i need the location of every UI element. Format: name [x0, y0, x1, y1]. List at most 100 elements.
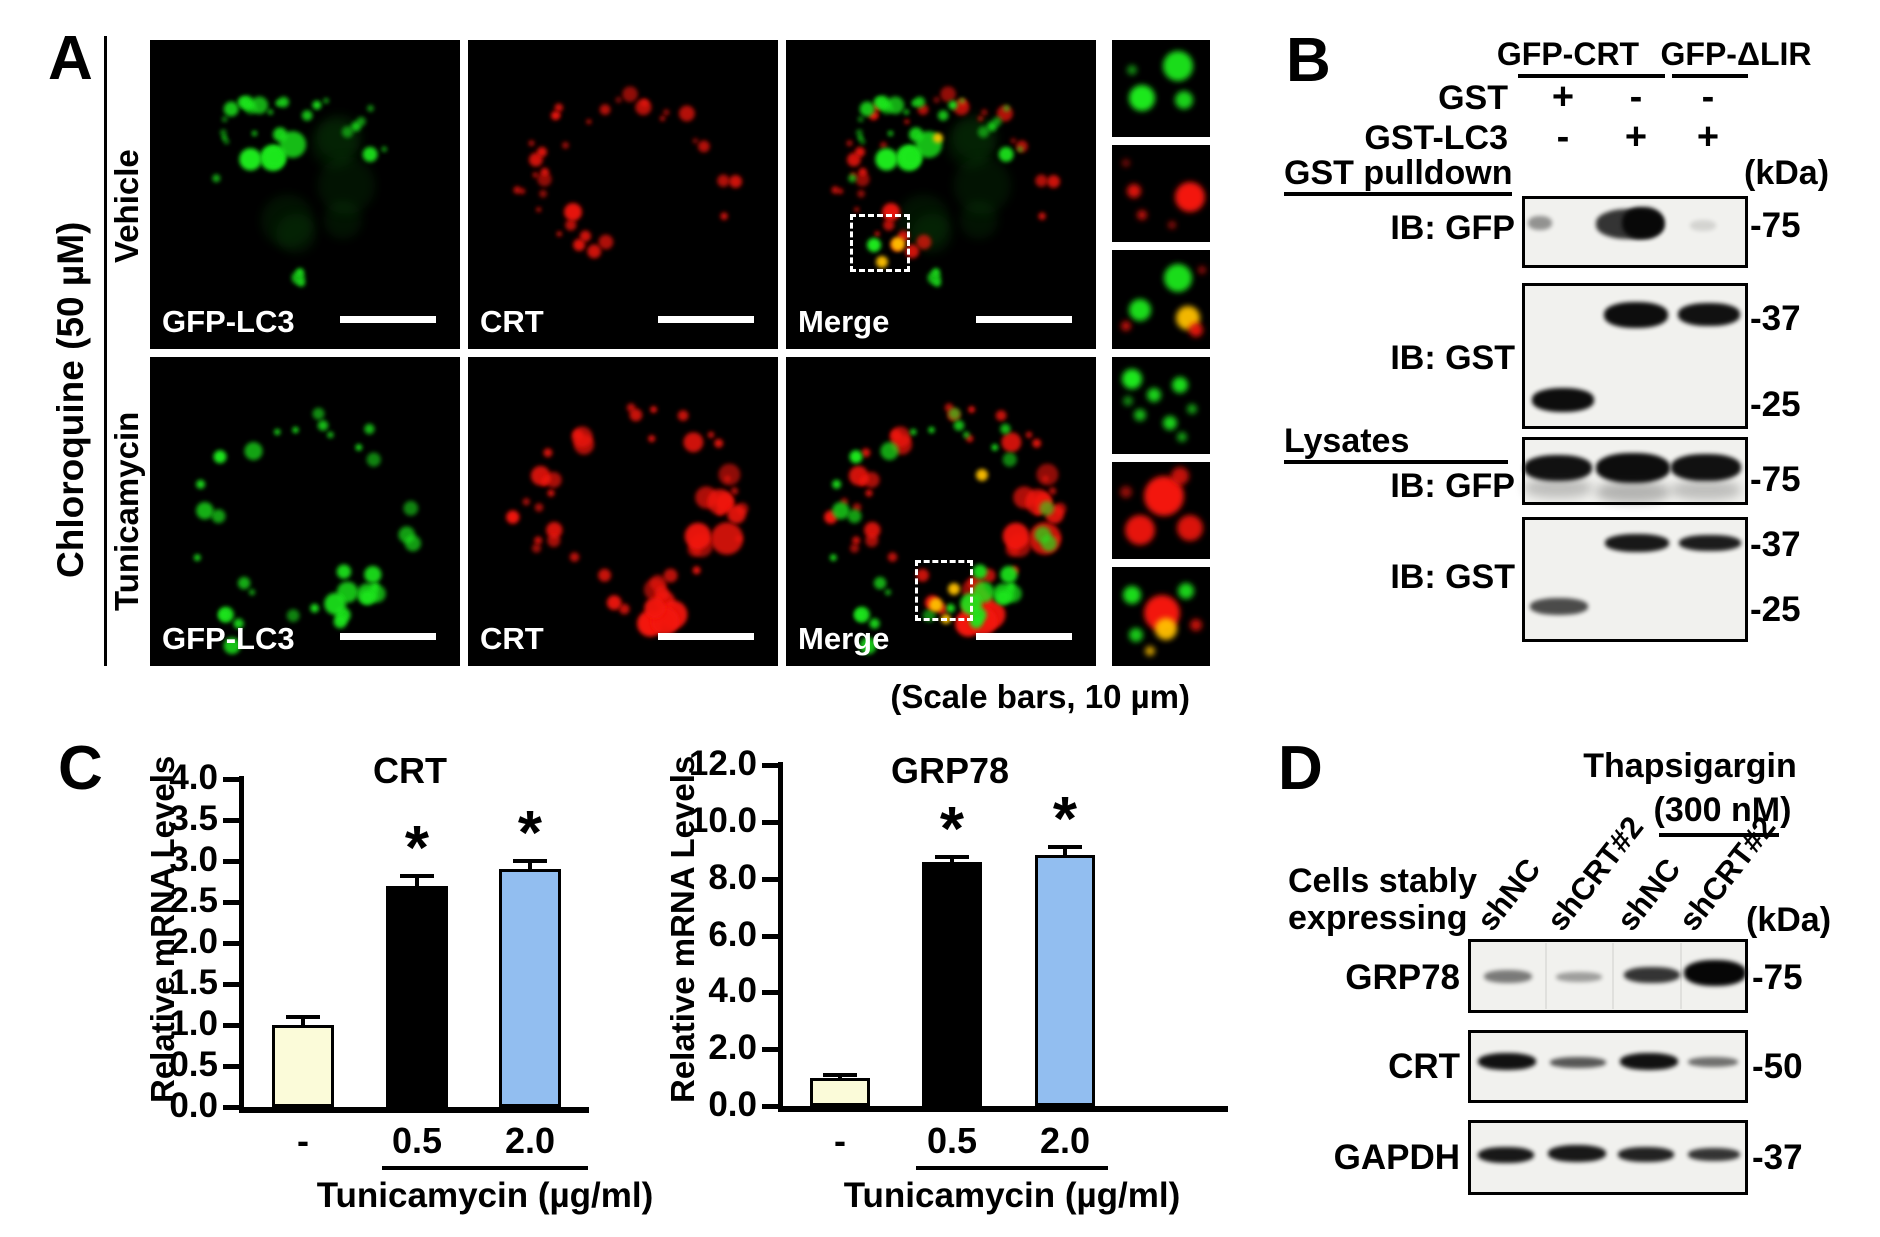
- group-header-gfp-dlir: GFP-ΔLIR: [1660, 36, 1812, 72]
- condition-label-gst-lc3: GST-LC3: [1364, 119, 1508, 157]
- y-tick-label: 1.5: [169, 963, 218, 1002]
- x-group-underline: [382, 1166, 588, 1170]
- error-bar-line: [838, 1075, 842, 1080]
- y-tick-mark: [223, 1064, 239, 1069]
- antibody-label: IB: GST: [1390, 339, 1515, 377]
- bar-2.0: [499, 869, 561, 1107]
- blot-band: [1618, 1147, 1674, 1162]
- condition-value: -: [1556, 116, 1570, 158]
- blot-band: [1556, 972, 1602, 982]
- condition-value: +: [1696, 116, 1720, 158]
- y-tick-label: 4.0: [708, 971, 757, 1010]
- y-axis-title: Relative mRNA Levels: [664, 755, 701, 1103]
- y-tick-mark: [223, 818, 239, 823]
- chart-title: CRT: [373, 750, 447, 791]
- y-tick-mark: [762, 1104, 778, 1109]
- group-underline-gfp-crt: [1518, 74, 1665, 78]
- blot-band: [1620, 1053, 1678, 1070]
- x-group-underline: [916, 1166, 1108, 1170]
- y-tick-label: 3.0: [169, 840, 218, 879]
- target-label-grp78: GRP78: [1345, 958, 1460, 997]
- blot-band: [1679, 535, 1741, 551]
- blot-band: [1532, 388, 1594, 412]
- blot-band: [1678, 303, 1740, 326]
- micrograph-image: [786, 357, 1096, 666]
- scale-bar: [658, 633, 754, 640]
- kda-marker: -25: [1750, 385, 1801, 424]
- error-bar-cap: [1048, 845, 1082, 849]
- kda-marker: -75: [1750, 460, 1801, 499]
- merge-zoom-region-box: [915, 560, 973, 621]
- y-tick-mark: [223, 941, 239, 946]
- blot-band: [1688, 1057, 1738, 1067]
- y-tick-label: 3.5: [169, 799, 218, 838]
- micrograph-image: [468, 40, 778, 349]
- bar-2.0: [1035, 855, 1095, 1106]
- micrograph-image: [1112, 40, 1210, 137]
- treatment-underline: [1659, 833, 1779, 837]
- y-tick-label: 0.5: [169, 1045, 218, 1084]
- cells-label-line2: expressing: [1288, 899, 1468, 937]
- treatment-label: Thapsigargin: [1583, 747, 1797, 785]
- micrograph-image: [1112, 250, 1210, 349]
- x-axis-line: [239, 1107, 589, 1113]
- target-label-gapdh: GAPDH: [1333, 1138, 1460, 1177]
- condition-label-gst: GST: [1438, 79, 1508, 117]
- blot-band: [1624, 967, 1680, 983]
- y-tick-mark: [223, 900, 239, 905]
- micrograph-image: [786, 40, 1096, 349]
- scale-bar: [976, 316, 1072, 323]
- y-tick-label: 12.0: [688, 744, 757, 783]
- inset-tunicamycin-crt: [1112, 462, 1210, 559]
- micrograph-image: [468, 357, 778, 666]
- blot-band: [1688, 1148, 1740, 1161]
- y-tick-mark: [223, 1023, 239, 1028]
- blot-band: [1622, 207, 1664, 239]
- error-bar-cap: [935, 855, 969, 859]
- section-title-lysates: Lysates: [1284, 422, 1410, 460]
- condition-value: -: [1701, 76, 1715, 118]
- target-label-crt: CRT: [1388, 1047, 1460, 1086]
- y-tick-mark: [762, 877, 778, 882]
- panel-d-label: D: [1278, 734, 1323, 803]
- channel-label: Merge: [798, 621, 890, 656]
- blot-band: [1671, 454, 1741, 481]
- blot-band: [1524, 455, 1592, 481]
- inset-vehicle-gfp: [1112, 40, 1210, 137]
- micrograph-image: [150, 357, 460, 666]
- blot-band: [1605, 534, 1669, 552]
- blot-band: [1596, 481, 1670, 503]
- channel-label: GFP-LC3: [162, 304, 295, 339]
- y-axis-title: Relative mRNA Levels: [144, 755, 181, 1103]
- blot-band: [1478, 1053, 1536, 1070]
- scale-bar: [340, 633, 436, 640]
- error-bar-line: [415, 876, 419, 888]
- inset-tunicamycin-gfp: [1112, 357, 1210, 454]
- channel-label: GFP-LC3: [162, 621, 295, 656]
- micrograph-image: [1112, 567, 1210, 666]
- kda-marker: -37: [1750, 299, 1801, 338]
- condition-value: +: [1551, 76, 1575, 118]
- blot-band: [1550, 1057, 1606, 1068]
- error-bar-cap: [823, 1073, 857, 1077]
- kda-marker: -37: [1750, 525, 1801, 564]
- blot-streak: [1680, 943, 1682, 1009]
- error-bar-cap: [513, 859, 547, 863]
- x-category-label: 2.0: [1039, 1120, 1091, 1161]
- x-category-label: -: [297, 1120, 309, 1161]
- kda-label: (kDa): [1746, 901, 1832, 939]
- micrograph-vehicle-crt: CRT: [468, 40, 778, 349]
- y-tick-label: 2.5: [169, 881, 218, 920]
- treatment-dose: (300 nM): [1653, 791, 1792, 829]
- bar-0.5: [386, 886, 448, 1107]
- micrograph-tunicamycin-crt: CRT: [468, 357, 778, 666]
- y-tick-mark: [762, 934, 778, 939]
- micrograph-vehicle-gfp-lc3: GFP-LC3: [150, 40, 460, 349]
- y-tick-label: 1.0: [169, 1004, 218, 1043]
- y-tick-label: 6.0: [708, 915, 757, 954]
- error-bar-cap: [286, 1015, 320, 1019]
- antibody-label: IB: GST: [1390, 558, 1515, 596]
- blot-band: [1478, 1147, 1534, 1163]
- blot-band: [1524, 478, 1592, 498]
- blot-band: [1528, 216, 1552, 230]
